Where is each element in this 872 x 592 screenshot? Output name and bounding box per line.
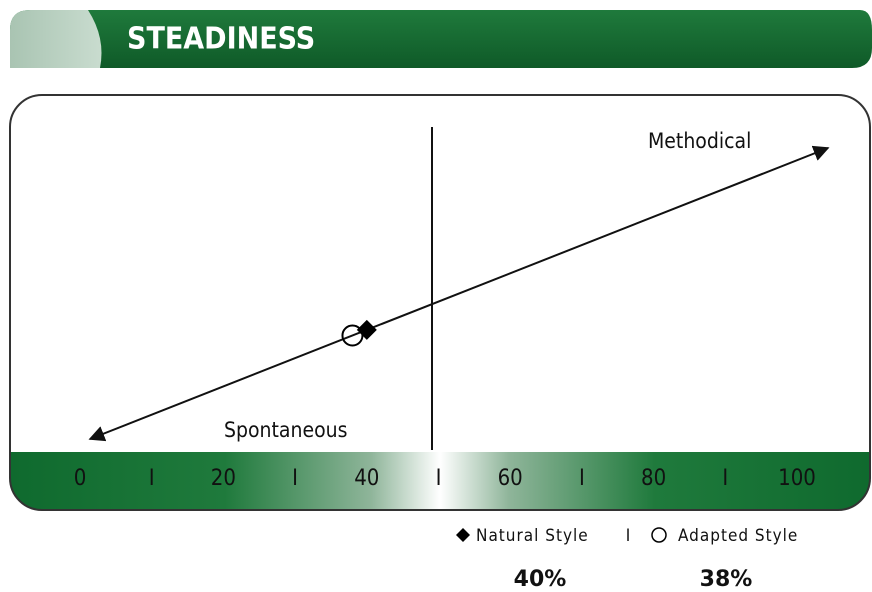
- header-bar: [10, 10, 872, 68]
- legend-symbol: [456, 528, 470, 542]
- annotation: Spontaneous: [224, 418, 348, 442]
- title: STEADINESS: [127, 22, 315, 57]
- value-label: 38%: [700, 567, 753, 592]
- legend-label: Adapted Style: [678, 526, 798, 546]
- chart-frame: [9, 94, 871, 511]
- x-tick-label: I: [722, 466, 728, 491]
- legend-label: Natural Style: [476, 526, 589, 546]
- x-tick-label: I: [149, 466, 155, 491]
- x-tick-label: 40: [354, 466, 379, 491]
- x-tick-label: 60: [498, 466, 523, 491]
- x-tick-label: 20: [211, 466, 236, 491]
- x-tick-label: 80: [641, 466, 666, 491]
- x-tick-label: 0: [74, 466, 87, 491]
- x-tick-label: I: [436, 466, 442, 491]
- trend-arrow: [88, 145, 830, 442]
- header-accent: [10, 10, 102, 68]
- legend-symbol: [651, 527, 667, 543]
- adapted-marker: [341, 324, 364, 347]
- marks: 0 I 20 I 40 I 60 I 80 I 100 Natural Style 40% Adapted…: [74, 319, 816, 592]
- x-tick-label: 100: [778, 466, 816, 491]
- x-tick-label: I: [579, 466, 585, 491]
- scale-band: [10, 452, 870, 510]
- annotation: Methodical: [648, 129, 751, 153]
- legend-separator: I: [626, 526, 631, 546]
- x-tick-label: I: [292, 466, 298, 491]
- value-label: 40%: [514, 567, 567, 592]
